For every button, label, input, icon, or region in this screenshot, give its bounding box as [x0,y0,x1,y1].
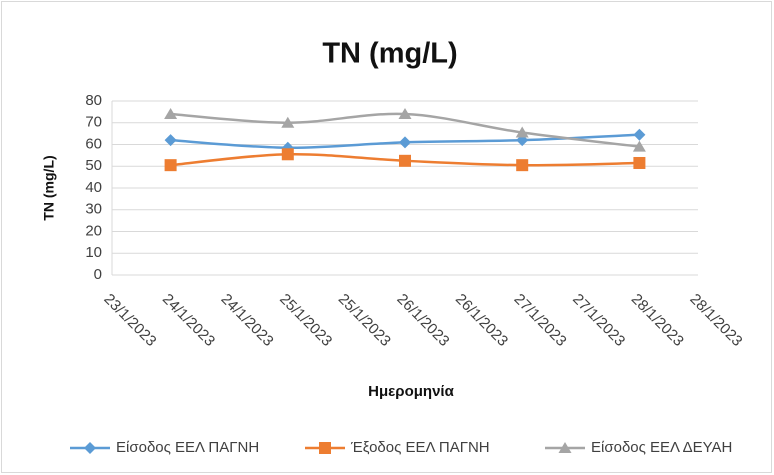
legend-marker [319,442,331,454]
x-axis-title: Ημερομηνία [368,383,454,400]
marker [633,128,646,141]
y-tick-label: 80 [85,92,102,109]
marker [164,108,178,120]
legend-label: Είσοδος ΕΕΛ ΠΑΓΝΗ [116,439,259,456]
y-tick-label: 20 [85,222,102,239]
marker [399,136,411,149]
legend-label: Έξοδος ΕΕΛ ΠΑΓΝΗ [350,439,490,456]
marker [398,108,412,120]
chart-title: TN (mg/L) [322,38,457,70]
y-tick-label: 40 [85,179,102,196]
y-tick-label: 50 [85,157,102,174]
y-axis-title: TN (mg/L) [41,155,57,220]
marker [164,159,177,172]
y-tick-label: 0 [94,266,102,283]
marker [515,126,529,138]
marker [164,134,177,147]
legend-label: Είσοδος ΕΕΛ ΔΕΥΑΗ [591,439,732,456]
y-tick-label: 30 [85,201,102,218]
y-tick-label: 10 [85,244,102,261]
marker [399,154,411,167]
marker [516,159,529,172]
y-tick-label: 70 [85,114,102,131]
marker [281,148,294,161]
legend-marker [84,442,96,454]
legend-marker [558,442,572,453]
marker [281,116,295,128]
y-tick-label: 60 [85,135,102,152]
marker [632,140,646,152]
marker [633,156,646,169]
